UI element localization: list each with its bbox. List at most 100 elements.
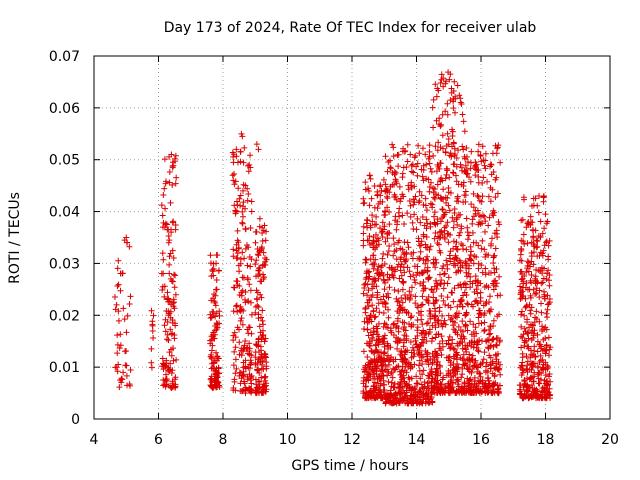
data-point-marker: [433, 371, 440, 378]
data-point-marker: [424, 357, 431, 364]
data-point-marker: [420, 257, 427, 264]
data-point-marker: [382, 181, 389, 188]
data-point-marker: [490, 317, 497, 324]
data-point-marker: [258, 314, 265, 321]
data-point-marker: [517, 391, 524, 398]
data-point-marker: [367, 312, 374, 319]
data-point-marker: [484, 178, 491, 185]
data-point-marker: [159, 283, 166, 290]
data-point-marker: [482, 218, 489, 225]
data-point-marker: [366, 273, 373, 280]
data-point-marker: [465, 265, 472, 272]
data-point-marker: [369, 212, 376, 219]
data-point-marker: [407, 339, 414, 346]
data-point-marker: [361, 368, 368, 375]
data-point-marker: [242, 205, 249, 212]
data-point-marker: [404, 347, 411, 354]
data-point-marker: [521, 196, 528, 203]
data-point-marker: [113, 301, 120, 308]
data-point-marker: [408, 284, 415, 291]
data-point-marker: [370, 252, 377, 259]
data-point-marker: [446, 174, 453, 181]
data-point-marker: [261, 338, 268, 345]
data-point-marker: [532, 291, 539, 298]
data-point-marker: [166, 349, 173, 356]
data-point-marker: [475, 173, 482, 180]
data-point-marker: [477, 294, 484, 301]
data-point-marker: [464, 158, 471, 165]
data-point-marker: [385, 247, 392, 254]
data-point-marker: [468, 381, 475, 388]
data-point-marker: [487, 330, 494, 337]
data-point-marker: [375, 275, 382, 282]
data-point-marker: [411, 391, 418, 398]
data-point-marker: [240, 199, 247, 206]
data-point-marker: [453, 314, 460, 321]
data-point-marker: [383, 395, 390, 402]
data-point-marker: [211, 375, 218, 382]
data-point-marker: [365, 287, 372, 294]
data-point-marker: [394, 152, 401, 159]
data-point-marker: [367, 256, 374, 263]
data-point-marker: [419, 145, 426, 152]
data-point-marker: [450, 161, 457, 168]
data-point-marker: [443, 223, 450, 229]
data-point-marker: [487, 293, 494, 300]
data-point-marker: [442, 108, 449, 115]
data-point-marker: [439, 323, 446, 330]
data-point-marker: [378, 269, 385, 276]
data-point-marker: [457, 298, 464, 305]
data-point-marker: [431, 357, 438, 364]
data-point-marker: [421, 222, 428, 229]
data-point-marker: [394, 221, 401, 228]
data-point-marker: [423, 351, 430, 358]
data-point-marker: [386, 284, 393, 291]
data-point-marker: [399, 299, 406, 306]
data-point-marker: [371, 182, 378, 189]
data-point-marker: [373, 384, 380, 391]
data-point-marker: [407, 151, 414, 158]
data-point-marker: [255, 267, 262, 274]
data-point-marker: [399, 286, 406, 293]
y-axis-label: ROTI / TECUs: [7, 192, 23, 284]
data-point-marker: [462, 342, 469, 349]
data-point-marker: [210, 291, 217, 298]
data-point-marker: [388, 354, 395, 361]
data-point-marker: [422, 195, 429, 202]
data-point-marker: [487, 354, 494, 361]
data-point-marker: [399, 384, 406, 391]
data-point-marker: [384, 271, 391, 278]
data-point-marker: [381, 320, 388, 327]
data-point-marker: [370, 265, 377, 272]
data-point-marker: [541, 391, 548, 398]
data-point-marker: [172, 152, 179, 159]
data-point-marker: [362, 383, 369, 390]
data-point-marker: [258, 365, 265, 372]
data-point-marker: [543, 239, 550, 246]
data-point-marker: [114, 350, 121, 357]
data-point-marker: [164, 331, 171, 338]
data-point-marker: [438, 292, 445, 299]
data-point-marker: [236, 369, 243, 376]
data-point-marker: [480, 302, 487, 309]
data-point-marker: [541, 265, 548, 272]
data-point-marker: [543, 238, 550, 245]
data-point-marker: [450, 326, 457, 333]
data-point-marker: [386, 221, 393, 228]
data-point-marker: [233, 153, 240, 160]
data-point-marker: [545, 352, 552, 359]
data-point-marker: [386, 274, 393, 281]
data-point-marker: [525, 218, 532, 225]
data-point-marker: [260, 261, 267, 268]
data-point-marker: [437, 281, 444, 288]
data-point-marker: [493, 356, 500, 363]
data-point-marker: [212, 313, 219, 320]
data-point-marker: [466, 380, 473, 387]
data-point-marker: [426, 160, 433, 167]
data-point-marker: [470, 204, 477, 211]
data-point-marker: [360, 242, 367, 249]
data-point-marker: [166, 237, 173, 244]
data-point-marker: [437, 123, 444, 130]
data-point-marker: [168, 229, 175, 236]
data-point-marker: [239, 133, 246, 140]
